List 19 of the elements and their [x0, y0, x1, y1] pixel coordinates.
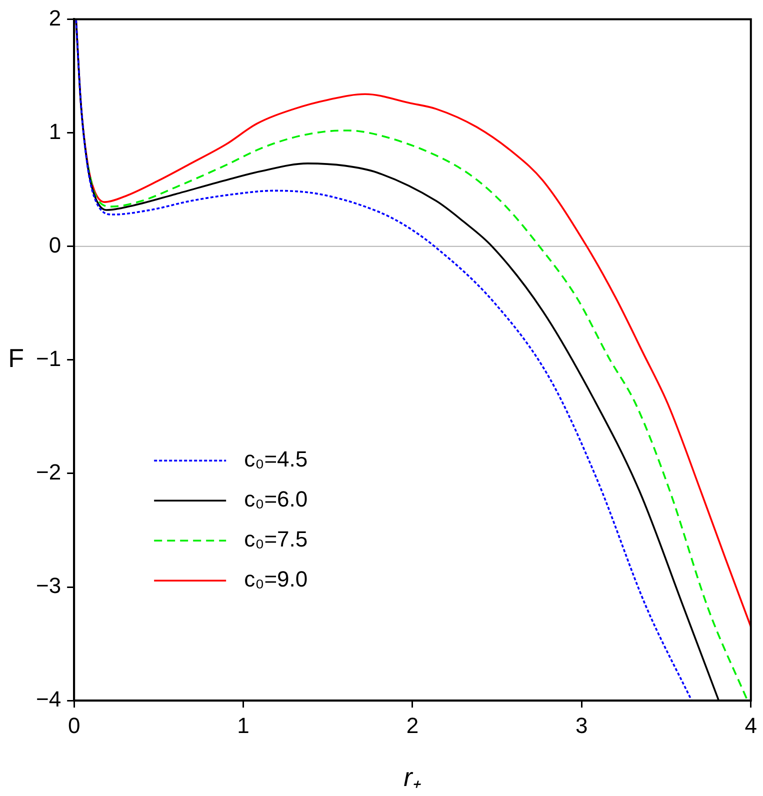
y-axis-title: F — [8, 343, 24, 374]
legend-label: c₀=4.5 — [244, 446, 308, 472]
x-tick-label: 3 — [576, 712, 588, 738]
x-tick-label: 2 — [406, 712, 419, 738]
line-series — [86, 130, 748, 701]
legend-label: c₀=6.0 — [244, 486, 308, 512]
y-tick-label: −3 — [36, 573, 62, 598]
x-tick-label: 1 — [237, 712, 250, 738]
y-tick-label: −1 — [36, 346, 62, 371]
y-tick-label: −2 — [36, 460, 62, 485]
x-axis-title: r₊ — [404, 762, 422, 792]
x-tick-label: 0 — [68, 712, 80, 738]
y-tick-label: 2 — [48, 5, 62, 30]
legend-label: c₀=7.5 — [244, 526, 308, 552]
legend-label: c₀=9.0 — [244, 566, 308, 592]
y-tick-label: −4 — [36, 686, 62, 712]
x-tick-label: 4 — [744, 712, 758, 738]
y-tick-label: 1 — [48, 118, 62, 144]
y-tick-label: 0 — [48, 232, 62, 258]
